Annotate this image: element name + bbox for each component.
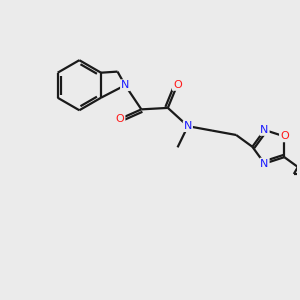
Text: N: N bbox=[121, 80, 129, 90]
Text: O: O bbox=[116, 114, 124, 124]
Text: N: N bbox=[184, 121, 192, 131]
Text: O: O bbox=[280, 131, 289, 141]
Text: N: N bbox=[260, 125, 269, 135]
Text: N: N bbox=[260, 159, 269, 169]
Text: O: O bbox=[173, 80, 182, 90]
